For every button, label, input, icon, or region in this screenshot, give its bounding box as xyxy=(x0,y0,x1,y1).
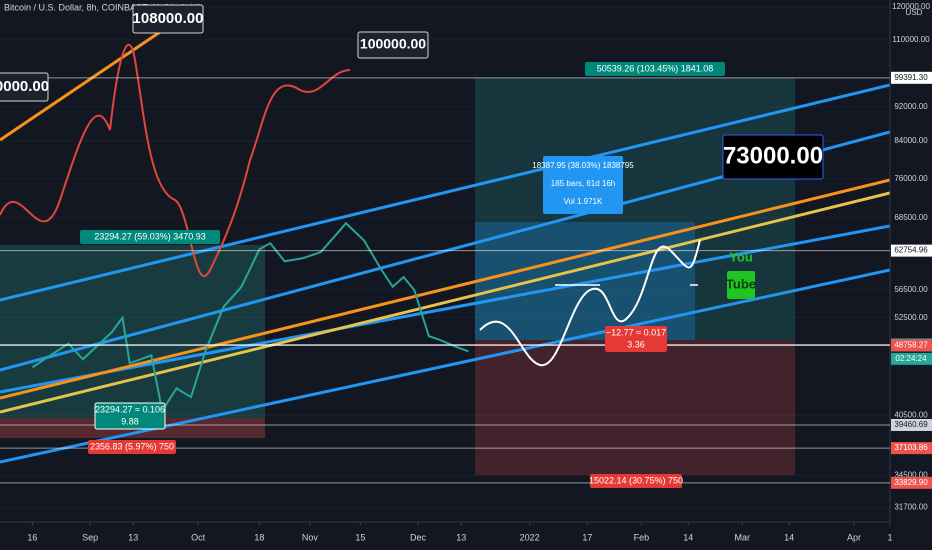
x-tick-label: 17 xyxy=(582,532,592,542)
channel-line xyxy=(0,83,891,302)
annotation: 185 bars, 61d 16h xyxy=(551,179,616,188)
x-tick-label: 16 xyxy=(27,532,37,542)
y-tick-label: 92000.00 xyxy=(894,102,928,111)
annotation: 50539.26 (103.45%) 1841.08 xyxy=(597,63,714,73)
x-tick-label: 14 xyxy=(784,532,794,542)
x-tick-label: Mar xyxy=(735,532,751,542)
chart-title: Bitcoin / U.S. Dollar, 8h, COINBASE, Hei… xyxy=(4,2,198,12)
price-label: 33829.90 xyxy=(894,478,928,487)
x-tick-label: 1 xyxy=(887,532,892,542)
y-tick-label: 68500.00 xyxy=(894,213,928,222)
past-target-zone xyxy=(0,245,265,418)
annotation-box xyxy=(80,230,220,244)
x-tick-label: 2022 xyxy=(520,532,540,542)
y-tick-label: 120000.00 xyxy=(892,2,930,11)
price-axis xyxy=(890,0,932,550)
annotation: 23294.27 (59.03%) 3470.93 xyxy=(94,231,206,241)
x-tick-label: Feb xyxy=(634,532,650,542)
time-axis xyxy=(0,522,932,550)
long-stop-zone xyxy=(475,340,795,475)
trend-line xyxy=(0,191,891,414)
x-tick-label: Sep xyxy=(82,532,98,542)
price-label: 62754.96 xyxy=(894,246,928,255)
annotation: Tube xyxy=(726,276,756,291)
projection-curve xyxy=(479,239,701,367)
annotation: 2356.83 (5.97%) 750 xyxy=(90,441,174,451)
price-line xyxy=(31,221,469,414)
annotation: 3.36 xyxy=(627,339,645,349)
price-label-bg xyxy=(891,442,932,455)
annotation: 0000.00 xyxy=(0,78,49,95)
channel-line xyxy=(0,268,891,464)
trend-line xyxy=(0,178,891,400)
price-label: 99391.30 xyxy=(894,73,928,82)
y-tick-label: 34500.00 xyxy=(894,471,928,480)
annotation-box xyxy=(722,134,824,180)
annotation-box xyxy=(132,4,204,34)
measure-zone xyxy=(475,222,695,340)
y-tick-label: 52500.00 xyxy=(894,313,928,322)
annotation: −12.77 ≈ 0.017 xyxy=(606,327,666,337)
y-tick-label: 84000.00 xyxy=(894,136,928,145)
y-tick-label: 40500.00 xyxy=(894,410,928,419)
price-label: 48758.27 xyxy=(894,341,928,350)
price-label-bg xyxy=(891,71,932,84)
y-tick-label: 56500.00 xyxy=(894,285,928,294)
y-tick-label: 110000.00 xyxy=(892,35,930,44)
annotation-box xyxy=(0,72,49,102)
annotation-box xyxy=(585,62,725,76)
annotation-box xyxy=(590,474,682,488)
annotation: You xyxy=(729,249,753,264)
price-label-bg xyxy=(891,339,932,352)
currency-label: USD xyxy=(906,8,923,17)
x-tick-label: Apr xyxy=(847,532,861,542)
annotation: 23294.27 ≈ 0.106 xyxy=(95,404,165,414)
annotation-box xyxy=(357,31,429,59)
x-tick-label: 13 xyxy=(456,532,466,542)
price-label: 39460.69 xyxy=(894,420,928,429)
price-label-bg xyxy=(891,418,932,431)
channel-line xyxy=(0,224,891,394)
annotation: 15022.14 (30.75%) 750 xyxy=(589,475,683,485)
annotation: 9.88 xyxy=(121,416,139,426)
annotation: 18387.95 (38.03%) 1838795 xyxy=(532,161,634,170)
x-tick-label: 13 xyxy=(128,532,138,542)
x-tick-label: Oct xyxy=(191,532,206,542)
y-tick-label: 76000.00 xyxy=(894,174,928,183)
price-label-bg xyxy=(891,244,932,257)
annotation-box xyxy=(605,326,667,352)
annotation-box xyxy=(88,440,176,454)
annotation-box xyxy=(727,271,755,299)
annotation: Vol 1.971K xyxy=(564,197,603,206)
x-tick-label: Nov xyxy=(302,532,319,542)
annotation: 100000.00 xyxy=(360,36,426,52)
price-label: 37103.86 xyxy=(894,443,928,452)
countdown: 02:24:24 xyxy=(895,354,927,363)
annotation: 73000.00 xyxy=(723,142,823,169)
annotation-box xyxy=(94,402,166,430)
annotation: 108000.00 xyxy=(133,10,204,27)
x-tick-label: 14 xyxy=(683,532,693,542)
countdown-bg xyxy=(891,352,932,365)
x-tick-label: 18 xyxy=(254,532,264,542)
hand-drawn-curve xyxy=(0,43,351,277)
price-label-bg xyxy=(891,476,932,489)
y-tick-label: 31700.00 xyxy=(894,502,928,511)
annotation-box xyxy=(543,156,623,214)
x-tick-label: Dec xyxy=(410,532,427,542)
x-tick-label: 15 xyxy=(355,532,365,542)
